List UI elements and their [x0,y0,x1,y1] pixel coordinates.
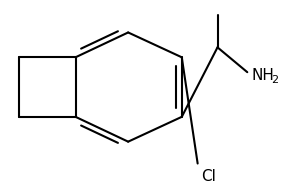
Text: Cl: Cl [202,170,217,185]
Text: NH: NH [251,68,274,83]
Text: 2: 2 [271,75,278,85]
